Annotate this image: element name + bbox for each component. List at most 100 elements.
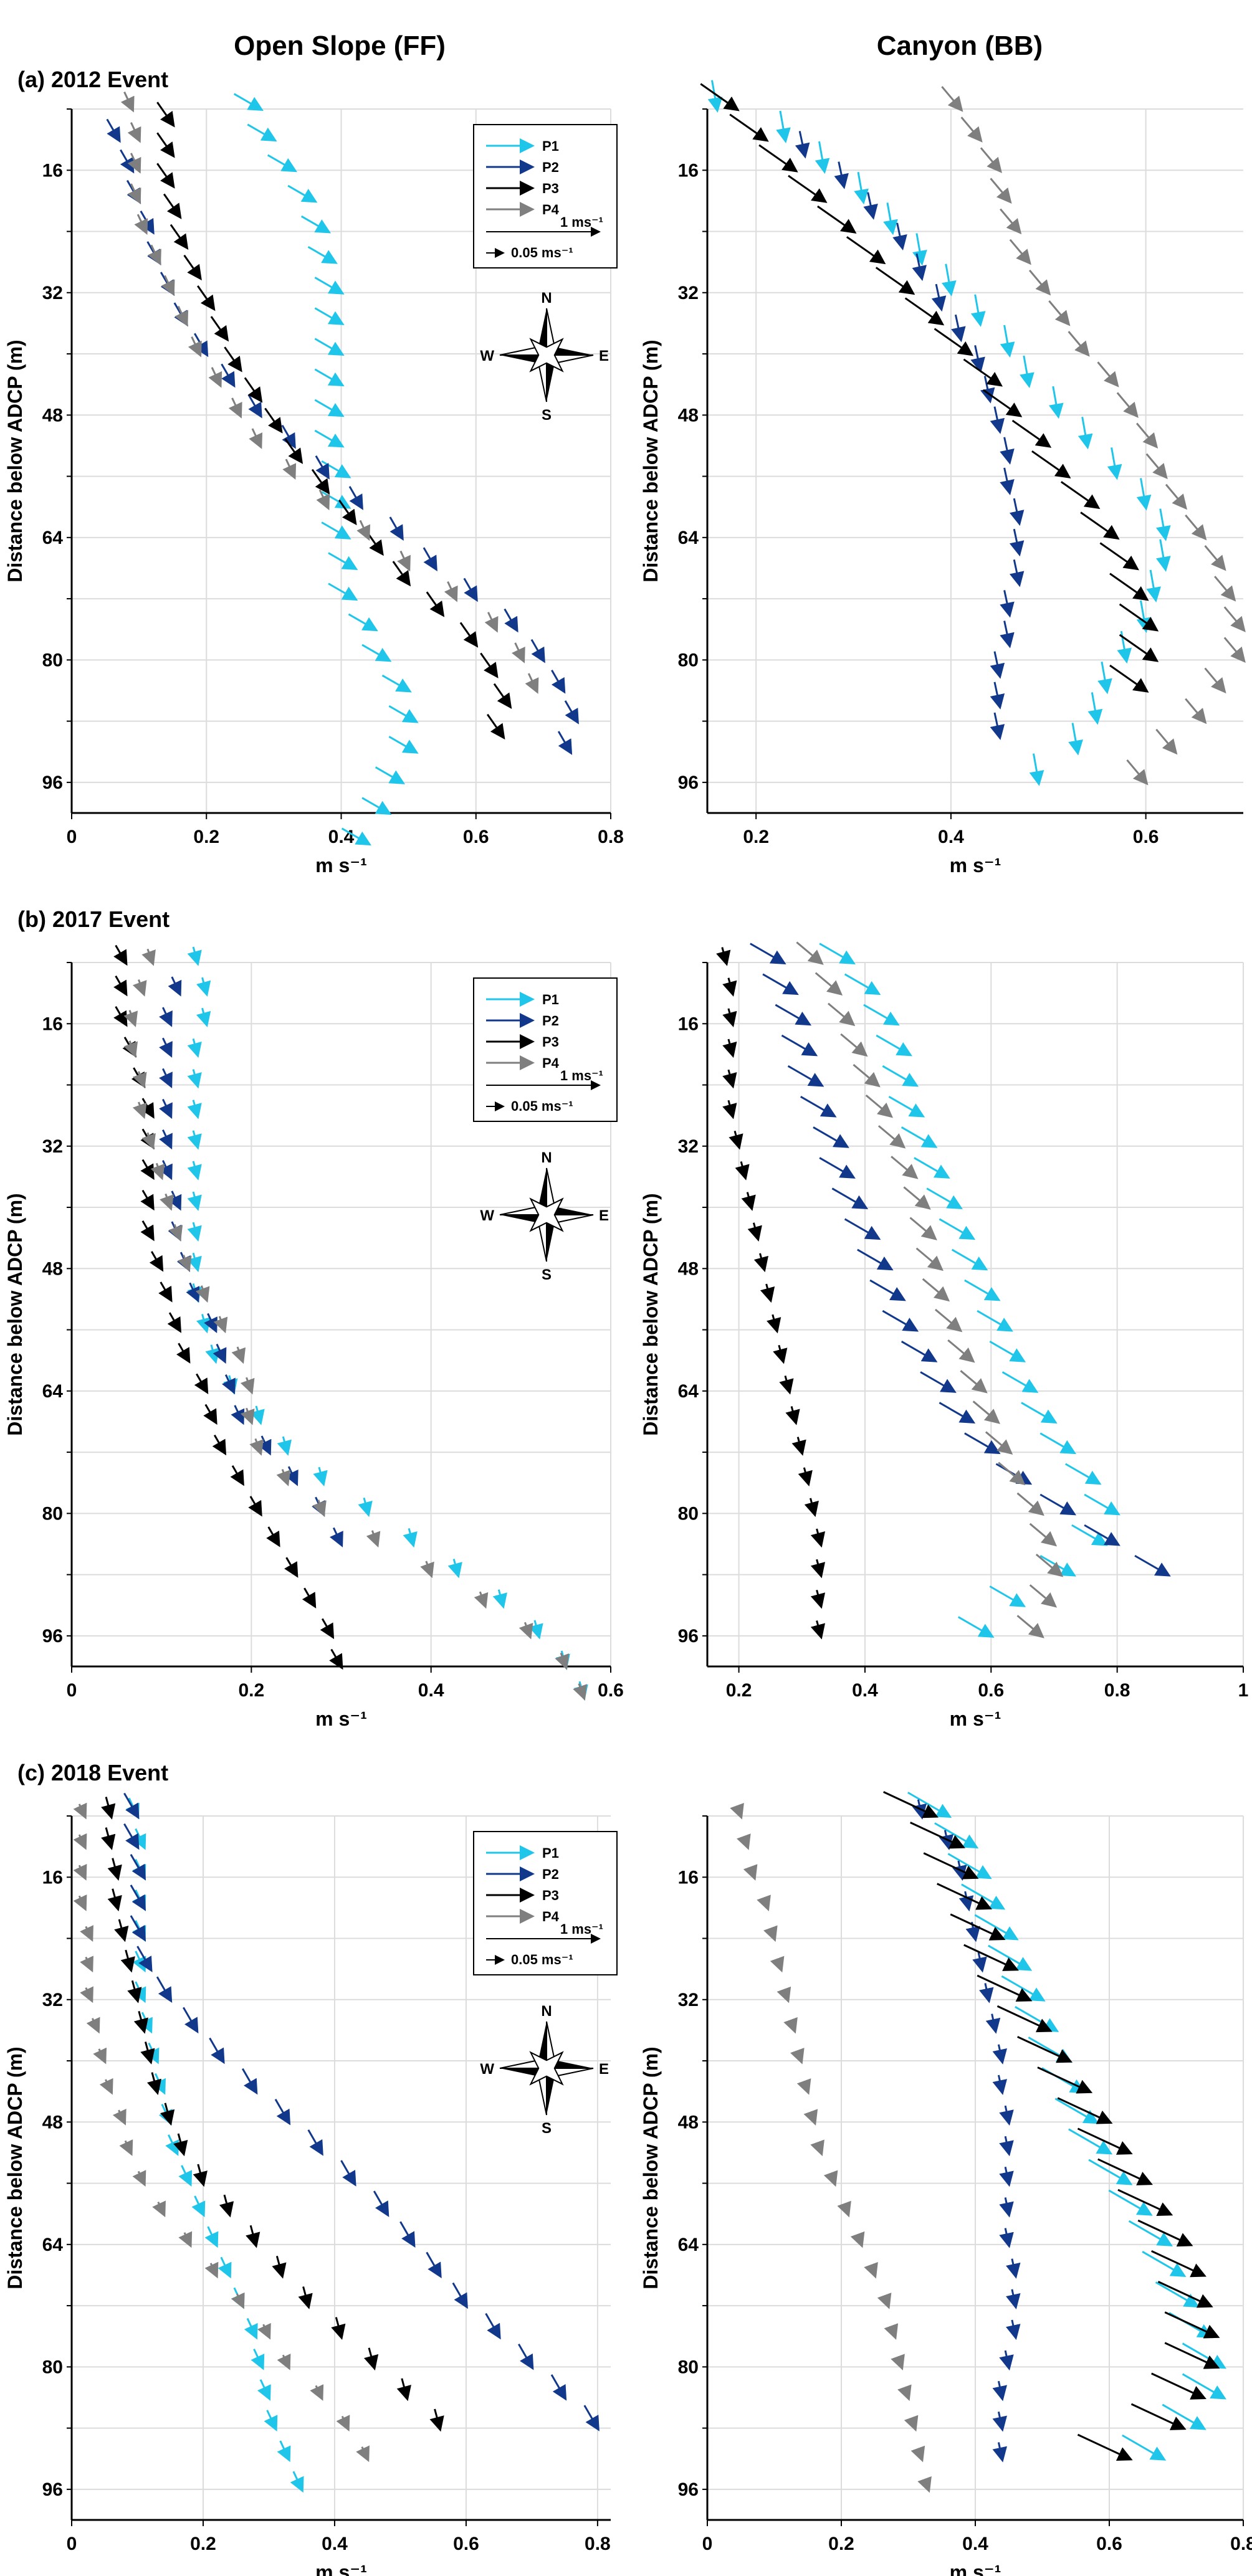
velocity-arrow-p3 <box>194 1373 209 1395</box>
velocity-arrow-p3 <box>426 591 445 617</box>
y-tick-label: 80 <box>678 2357 699 2377</box>
velocity-arrow-p3 <box>248 1496 262 1517</box>
velocity-arrow-p1 <box>854 171 869 205</box>
velocity-arrow-p1 <box>321 521 351 539</box>
compass-west: W <box>480 2061 494 2078</box>
velocity-arrow-p3 <box>146 2072 162 2095</box>
x-axis-label: m s⁻¹ <box>315 854 367 877</box>
velocity-arrow-p3 <box>219 2194 234 2218</box>
velocity-arrow-p2 <box>972 1952 987 1973</box>
velocity-arrow-p2 <box>1039 1493 1077 1516</box>
y-tick-label: 48 <box>678 1258 699 1279</box>
y-tick-label: 48 <box>42 1258 63 1279</box>
legend-label-p4: P4 <box>542 1055 560 1071</box>
velocity-arrow-p1 <box>313 1466 328 1487</box>
velocity-arrow-p3 <box>735 1161 750 1181</box>
velocity-arrow-p3 <box>810 1559 826 1579</box>
velocity-arrow-p4 <box>915 1247 944 1271</box>
velocity-arrow-p3 <box>1157 2281 1213 2308</box>
velocity-arrow-p4 <box>790 2048 805 2065</box>
velocity-arrow-p3 <box>1011 419 1052 448</box>
velocity-arrow-p1 <box>250 1405 265 1425</box>
velocity-arrow-p4 <box>877 1125 906 1149</box>
velocity-arrow-p3 <box>224 346 242 373</box>
velocity-arrow-p3 <box>760 1283 775 1303</box>
velocity-arrow-p4 <box>990 178 1012 204</box>
velocity-arrow-p1 <box>1136 478 1152 511</box>
velocity-arrow-p4 <box>356 2445 370 2463</box>
velocity-arrow-p4 <box>998 1461 1026 1486</box>
legend-label-p1: P1 <box>542 138 559 154</box>
velocity-arrow-p2 <box>882 1309 919 1332</box>
velocity-arrow-p4 <box>1116 392 1139 418</box>
velocity-arrow-p2 <box>241 2068 258 2095</box>
velocity-arrow-p2 <box>999 2105 1014 2126</box>
legend-2012: P1 P2 P3 P4 1 ms⁻¹ 0.05 ms⁻¹ <box>473 124 618 269</box>
velocity-arrow-p3 <box>298 2286 313 2309</box>
velocity-arrow-p1 <box>358 1497 373 1518</box>
y-tick-label: 96 <box>678 1626 699 1647</box>
velocity-arrow-p3 <box>429 2408 444 2432</box>
y-tick-label: 96 <box>678 772 699 793</box>
velocity-arrow-p1 <box>187 1130 202 1150</box>
legend-scale-large-label: 1 ms⁻¹ <box>560 1921 603 1937</box>
velocity-arrow-p2 <box>183 2007 199 2034</box>
velocity-arrow-p4 <box>93 2047 107 2065</box>
velocity-arrow-p3 <box>1077 2433 1133 2461</box>
legend-label-p4: P4 <box>542 202 560 217</box>
velocity-arrow-p3 <box>982 389 1023 417</box>
velocity-arrow-p3 <box>203 1404 217 1425</box>
velocity-arrow-p4 <box>127 122 141 143</box>
velocity-arrow-p2 <box>813 1126 849 1148</box>
compass-south: S <box>542 407 552 424</box>
y-tick-label: 32 <box>678 1136 699 1157</box>
velocity-arrow-p2 <box>159 1037 173 1058</box>
legend-label-p2: P2 <box>542 1866 559 1882</box>
velocity-arrow-p2 <box>857 1248 894 1271</box>
velocity-arrow-p4 <box>850 2231 865 2248</box>
compass-rose-2017: N S E W <box>480 1149 609 1283</box>
velocity-arrow-p1 <box>988 1944 1033 1971</box>
velocity-arrow-p4 <box>276 1469 291 1486</box>
velocity-arrow-p1 <box>328 582 358 601</box>
velocity-arrow-p4 <box>123 1040 138 1058</box>
velocity-arrow-p3 <box>140 2041 155 2065</box>
velocity-arrow-p3 <box>212 1434 227 1456</box>
velocity-arrow-p2 <box>373 2190 389 2217</box>
y-tick-label: 80 <box>42 2357 63 2377</box>
velocity-arrow-p3 <box>1130 2403 1187 2430</box>
velocity-arrow-p2 <box>423 547 437 572</box>
velocity-arrow-p4 <box>474 1591 489 1609</box>
velocity-arrow-p4 <box>737 1833 751 1850</box>
x-tick-label: 0.6 <box>978 1680 1004 1701</box>
y-axis-label: Distance below ADCP (m) <box>639 340 662 582</box>
velocity-arrow-p1 <box>1068 2128 1113 2155</box>
velocity-arrow-p2 <box>800 1096 837 1118</box>
velocity-arrow-p3 <box>246 2225 260 2248</box>
y-tick-label: 64 <box>42 1381 64 1402</box>
velocity-arrow-p1 <box>1039 1432 1077 1455</box>
y-tick-label: 48 <box>42 2112 63 2132</box>
series-p3 <box>101 1797 444 2432</box>
velocity-arrow-p4 <box>277 2353 291 2370</box>
velocity-arrow-p3 <box>716 947 731 966</box>
y-tick-label: 96 <box>42 2479 63 2500</box>
series-p4 <box>796 941 1064 1638</box>
velocity-arrow-p3 <box>1080 511 1120 540</box>
velocity-arrow-p2 <box>958 1891 974 1912</box>
velocity-arrow-p3 <box>101 1827 116 1850</box>
velocity-arrow-p2 <box>750 943 786 965</box>
series-p4 <box>730 1802 932 2493</box>
velocity-arrow-p4 <box>884 2323 899 2340</box>
y-tick-label: 32 <box>42 1136 63 1157</box>
velocity-arrow-p4 <box>810 2139 824 2157</box>
velocity-arrow-p3 <box>101 1797 116 1820</box>
velocity-arrow-p3 <box>158 1281 173 1303</box>
velocity-arrow-p1 <box>187 1191 202 1211</box>
velocity-arrow-p3 <box>272 2256 287 2279</box>
velocity-arrow-p2 <box>194 333 209 358</box>
velocity-arrow-p4 <box>757 1894 771 1912</box>
velocity-arrow-p4 <box>1009 239 1031 265</box>
velocity-arrow-p3 <box>127 1980 142 2003</box>
velocity-arrow-p4 <box>195 1285 210 1303</box>
